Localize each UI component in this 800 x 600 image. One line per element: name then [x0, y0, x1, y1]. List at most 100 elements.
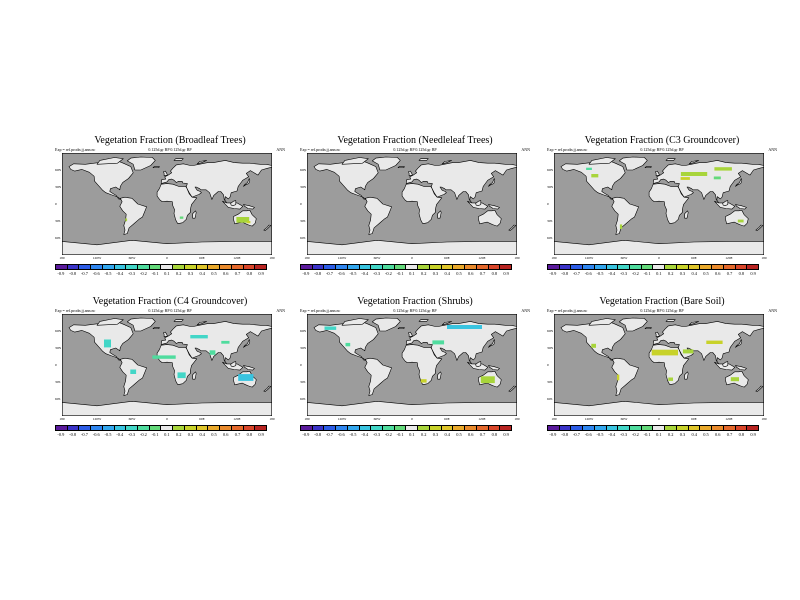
land-new-guinea	[735, 204, 747, 210]
map-canvas	[307, 153, 517, 255]
map-frame	[554, 153, 764, 255]
anomaly-patch	[651, 349, 678, 356]
colorbar-label: -0.2	[384, 432, 392, 437]
lat-tick-label: 60S	[547, 397, 553, 401]
colorbar-segment	[161, 265, 174, 269]
colorbar-label: 0.8	[738, 432, 745, 437]
world-map: 60N 30N 0 30S 60S	[300, 314, 517, 416]
colorbar-label: 0.1	[409, 432, 415, 437]
lon-tick-label: 120E	[725, 417, 733, 421]
colorbar-segment	[406, 426, 419, 430]
lon-axis: 180 120W 60W 0 60E 120E 180	[551, 256, 766, 262]
colorbar-label: -0.6	[337, 432, 345, 437]
lon-tick-label: 120W	[337, 417, 347, 421]
colorbar-segment	[67, 426, 80, 430]
colorbar-segment	[653, 426, 666, 430]
anomaly-patch	[125, 218, 128, 222]
land-arctic-islands	[96, 157, 124, 165]
colorbar-segment	[712, 426, 724, 430]
colorbar-label: 0.1	[164, 271, 170, 276]
colorbar-label: 0.9	[258, 271, 264, 276]
land-borneo	[722, 200, 729, 207]
land-antarctica	[554, 240, 764, 255]
colorbar-segment	[324, 426, 337, 430]
lat-tick-label: 60S	[300, 236, 306, 240]
anomaly-patch	[591, 174, 599, 178]
land-iceland	[397, 166, 405, 168]
land-south-america	[364, 357, 392, 396]
anomaly-patch	[152, 355, 176, 359]
land-antarctica	[307, 401, 517, 416]
land-south-america	[364, 196, 392, 235]
colorbar-segment	[548, 426, 560, 430]
colorbar-label: -0.1	[643, 271, 651, 276]
colorbar-segment	[394, 426, 407, 430]
lat-tick-label: 0	[55, 202, 57, 206]
colorbar-label: 0.9	[258, 432, 264, 437]
colorbar-label: -0.5	[596, 432, 604, 437]
land-borneo	[230, 361, 237, 368]
colorbar-segment	[102, 265, 115, 269]
land-africa	[401, 344, 443, 385]
colorbar-segment	[606, 265, 619, 269]
colorbar-segment	[476, 426, 489, 430]
colorbar-segment	[79, 265, 92, 269]
colorbar-segment	[500, 426, 511, 430]
lat-tick-label: 30S	[547, 380, 553, 384]
colorbar-label: -0.1	[396, 432, 404, 437]
colorbar-label: 0.6	[223, 271, 229, 276]
land-uk	[655, 170, 660, 177]
lon-tick-label: 180	[269, 417, 275, 421]
anomaly-patch	[447, 325, 482, 329]
colorbar-label: 0.1	[656, 432, 662, 437]
colorbar-segment	[453, 426, 466, 430]
land-novaya-zemlya	[197, 321, 207, 326]
colorbar-label: -0.9	[549, 432, 557, 437]
season-label: ANN	[521, 147, 530, 152]
land-new-guinea	[243, 204, 255, 210]
colorbar-label: -0.8	[561, 271, 569, 276]
lon-tick-label: 120W	[337, 256, 347, 260]
colorbar-label: -0.8	[314, 432, 322, 437]
colorbar-label: 0.6	[468, 271, 474, 276]
experiment-label: Exp = ref.prodn.jj.ann.nc	[547, 147, 588, 152]
lon-tick-label: 0	[658, 417, 660, 421]
land-new-zealand	[755, 224, 764, 231]
anomaly-patch	[706, 340, 723, 344]
season-label: ANN	[521, 308, 530, 313]
colorbar-segment	[138, 426, 150, 430]
colorbar-label: 0.4	[691, 432, 697, 437]
lon-tick-label: 60E	[691, 256, 697, 260]
lat-tick-label: 60N	[55, 168, 62, 172]
land-svalbard	[173, 319, 184, 322]
land-borneo	[230, 200, 237, 207]
lon-tick-label: 120W	[584, 417, 594, 421]
lon-tick-label: 60E	[691, 417, 697, 421]
lat-tick-label: 30S	[547, 219, 553, 223]
colorbar-label: -0.9	[57, 271, 65, 276]
colorbar-label: 0.6	[715, 432, 721, 437]
lon-tick-label: 120E	[233, 417, 241, 421]
land-arctic-islands	[96, 318, 124, 326]
lon-tick-label: 60W	[620, 256, 628, 260]
map-frame	[307, 314, 517, 416]
colorbar-label: -0.5	[596, 271, 604, 276]
colorbar-segment	[641, 265, 654, 269]
experiment-label: Exp = ref.prodn.jj.ann.nc	[55, 308, 96, 313]
land-new-zealand	[508, 224, 517, 231]
anomaly-patch	[179, 216, 184, 219]
colorbar-segment	[173, 265, 185, 269]
colorbar-label: -0.5	[104, 432, 112, 437]
colorbar-label: -0.9	[302, 271, 310, 276]
colorbar-segment	[138, 265, 150, 269]
land-new-zealand	[755, 385, 764, 392]
colorbar-segment	[301, 426, 313, 430]
colorbar-label: 0.2	[667, 432, 674, 437]
lon-tick-label: 180	[514, 256, 520, 260]
colorbar-segment	[583, 426, 595, 430]
colorbar-label: 0.8	[246, 432, 253, 437]
anomaly-patch	[737, 219, 744, 223]
colorbar-label: -0.2	[631, 432, 639, 437]
land-greenland	[127, 317, 156, 332]
colorbar-segment	[641, 426, 654, 430]
